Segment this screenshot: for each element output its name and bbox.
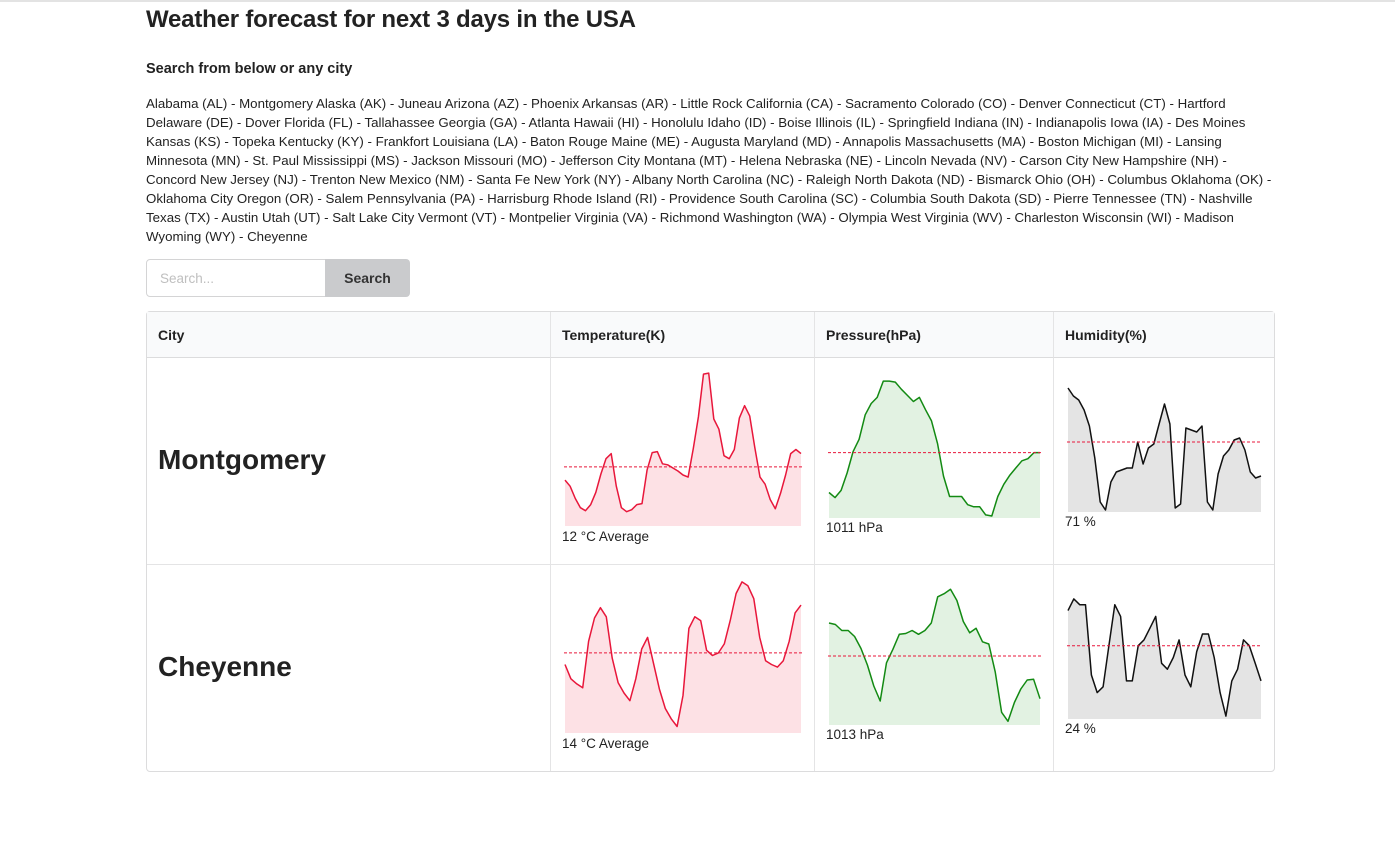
humidity-caption: 71 % <box>1065 514 1096 529</box>
search-button[interactable]: Search <box>325 259 410 297</box>
pressure-caption: 1013 hPa <box>826 727 884 742</box>
table-header-row: City Temperature(K) Pressure(hPa) Humidi… <box>147 312 1274 358</box>
pressure-area <box>829 589 1040 725</box>
search-subheading: Search from below or any city <box>146 61 353 77</box>
pressure-sparkline <box>828 380 1041 518</box>
header-pressure: Pressure(hPa) <box>814 312 1053 358</box>
humidity-area <box>1068 388 1261 512</box>
search-input[interactable] <box>146 259 326 297</box>
pressure-line <box>828 380 1040 517</box>
pressure-cell: 1011 hPa <box>814 358 1053 564</box>
city-cell: Montgomery <box>147 358 550 564</box>
humidity-line <box>1067 598 1262 717</box>
temperature-cell: 14 °C Average <box>550 564 814 771</box>
city-cell: Cheyenne <box>147 564 550 771</box>
table-row: Montgomery 12 °C Average 1011 hPa 71 % <box>147 358 1274 564</box>
temperature-sparkline <box>564 581 802 733</box>
header-city: City <box>147 312 550 358</box>
temperature-area <box>565 373 801 526</box>
weather-table: City Temperature(K) Pressure(hPa) Humidi… <box>146 311 1275 772</box>
city-name: Cheyenne <box>158 651 292 682</box>
humidity-caption: 24 % <box>1065 721 1096 736</box>
temperature-cell: 12 °C Average <box>550 358 814 564</box>
temperature-line <box>564 581 802 728</box>
header-temperature: Temperature(K) <box>550 312 814 358</box>
table-row: Cheyenne 14 °C Average 1013 hPa 24 % <box>147 564 1274 771</box>
humidity-sparkline <box>1067 387 1262 512</box>
pressure-sparkline <box>828 588 1041 725</box>
pressure-line <box>828 588 1041 723</box>
humidity-line <box>1067 387 1262 511</box>
temperature-caption: 14 °C Average <box>562 736 649 751</box>
header-humidity: Humidity(%) <box>1053 312 1274 358</box>
pressure-cell: 1013 hPa <box>814 564 1053 771</box>
humidity-cell: 24 % <box>1053 564 1274 771</box>
humidity-cell: 71 % <box>1053 358 1274 564</box>
temperature-line <box>564 372 802 513</box>
temperature-area <box>565 581 801 733</box>
humidity-sparkline <box>1067 598 1262 719</box>
states-capitals-list: Alabama (AL) - Montgomery Alaska (AK) - … <box>146 96 1272 244</box>
humidity-area <box>1068 598 1261 719</box>
search-form: Search <box>146 259 410 297</box>
temperature-caption: 12 °C Average <box>562 529 649 544</box>
page-title: Weather forecast for next 3 days in the … <box>146 6 636 33</box>
city-name: Montgomery <box>158 444 326 475</box>
temperature-sparkline <box>564 372 802 526</box>
pressure-area <box>829 381 1040 518</box>
pressure-caption: 1011 hPa <box>826 520 883 535</box>
